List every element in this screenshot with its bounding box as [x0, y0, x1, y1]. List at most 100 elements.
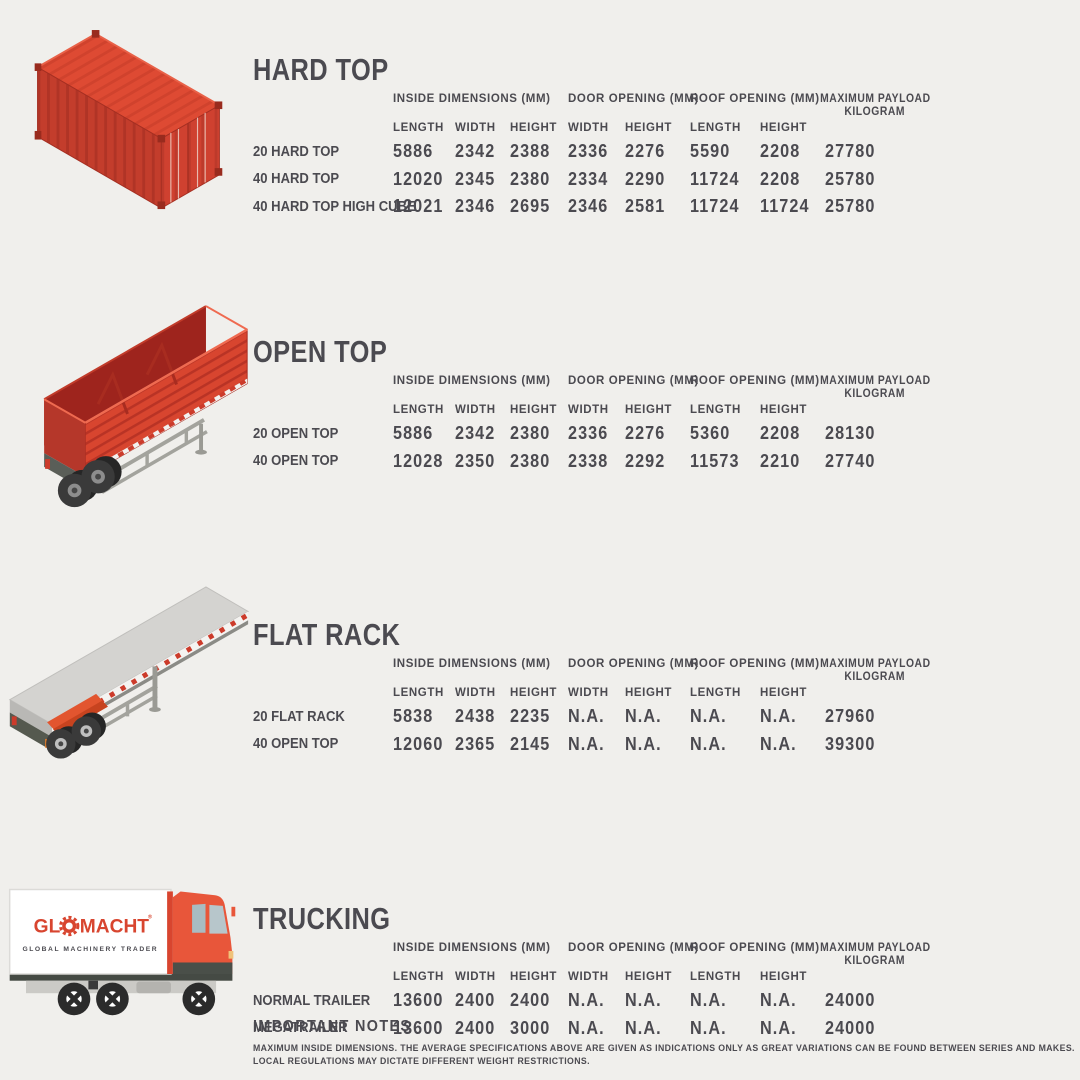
- col-sub-height: HEIGHT: [510, 970, 558, 983]
- value-cell: 2336: [568, 423, 609, 444]
- value-cell: 2208: [760, 141, 801, 162]
- value-cell: 5886: [393, 423, 434, 444]
- col-sub-width: WIDTH: [568, 686, 609, 699]
- value-cell: 2145: [510, 733, 551, 754]
- col-sub-height: HEIGHT: [625, 970, 673, 983]
- col-sub-length: LENGTH: [393, 970, 444, 983]
- col-group-roof-opening: ROOF OPENING (MM): [690, 658, 820, 670]
- trucking-illustration: GL MACHT ® GLOBAL MACHINERY TRADER: [2, 878, 242, 1027]
- value-cell: 2334: [568, 168, 609, 189]
- col-sub-length: LENGTH: [393, 686, 444, 699]
- value-cell: N.A.: [625, 706, 662, 727]
- col-sub-height: HEIGHT: [510, 121, 558, 134]
- value-cell: 2380: [510, 450, 551, 471]
- col-sub-width: WIDTH: [568, 403, 609, 416]
- notes-line: MAXIMUM INSIDE DIMENSIONS. THE AVERAGE S…: [253, 1043, 1075, 1053]
- value-cell: 11724: [690, 196, 740, 217]
- open-top-illustration: [0, 298, 255, 529]
- value-cell: N.A.: [690, 1017, 727, 1038]
- flat-rack-illustration: [0, 582, 255, 793]
- value-cell: 2346: [568, 196, 609, 217]
- important-notes: IMPORTANT NOTES MAXIMUM INSIDE DIMENSION…: [253, 1018, 1075, 1068]
- value-cell: 2400: [455, 1017, 496, 1038]
- box-truck-icon: GL MACHT ® GLOBAL MACHINERY TRADER: [8, 888, 236, 1016]
- value-cell: 12028: [393, 450, 444, 471]
- value-cell: 5360: [690, 423, 731, 444]
- row-label: 40 OPEN TOP: [253, 736, 339, 753]
- value-cell: 28130: [825, 423, 876, 444]
- col-sub-width: WIDTH: [455, 403, 496, 416]
- spec-grid: INSIDE DIMENSIONS (MM) DOOR OPENING (MM) R…: [253, 91, 931, 221]
- logo-tagline: GLOBAL MACHINERY TRADER: [23, 946, 159, 953]
- value-cell: 2350: [455, 450, 496, 471]
- value-cell: N.A.: [690, 990, 727, 1011]
- value-cell: 3000: [510, 1017, 551, 1038]
- col-sub-length: LENGTH: [393, 121, 444, 134]
- value-cell: 2208: [760, 423, 801, 444]
- value-cell: 2290: [625, 168, 666, 189]
- value-cell: N.A.: [568, 1017, 605, 1038]
- value-cell: 2695: [510, 196, 551, 217]
- col-group-inside-dimensions: INSIDE DIMENSIONS (MM): [393, 658, 551, 670]
- value-cell: 39300: [825, 733, 876, 754]
- value-cell: 2388: [510, 141, 551, 162]
- col-group-roof-opening: ROOF OPENING (MM): [690, 375, 820, 387]
- truck-wheels: [57, 982, 216, 1016]
- spec-grid: INSIDE DIMENSIONS (MM) DOOR OPENING (MM) R…: [253, 373, 930, 475]
- col-sub-height: HEIGHT: [760, 403, 808, 416]
- col-group-door-opening: DOOR OPENING (MM): [568, 658, 699, 670]
- truck-cab: [167, 891, 236, 974]
- value-cell: 5590: [690, 141, 731, 162]
- col-sub-height: HEIGHT: [625, 403, 673, 416]
- value-cell: 2336: [568, 141, 609, 162]
- trailer-wheels: [57, 456, 122, 508]
- value-cell: N.A.: [568, 990, 605, 1011]
- col-sub-height: HEIGHT: [510, 686, 558, 699]
- value-cell: N.A.: [760, 1017, 797, 1038]
- section-title: HARD TOP: [253, 52, 389, 87]
- col-sub-width: WIDTH: [455, 121, 496, 134]
- col-group-roof-opening: ROOF OPENING (MM): [690, 93, 820, 105]
- value-cell: 2208: [760, 168, 801, 189]
- header-spacer: [253, 656, 393, 682]
- col-sub-length: LENGTH: [690, 970, 741, 983]
- value-cell: 11724: [760, 196, 810, 217]
- logo-prefix: GL: [34, 917, 61, 938]
- col-group-max-payload: MAXIMUM PAYLOAD KILOGRAM: [819, 93, 931, 118]
- value-cell: 2345: [455, 168, 496, 189]
- section-title: OPEN TOP: [253, 334, 388, 369]
- chassis-rails: [95, 666, 161, 733]
- value-cell: 27740: [825, 450, 876, 471]
- value-cell: 5886: [393, 141, 434, 162]
- glomacht-logo: GL MACHT ® GLOBAL MACHINERY TRADER: [23, 913, 159, 953]
- col-group-door-opening: DOOR OPENING (MM): [568, 942, 699, 954]
- row-label: 40 HARD TOP HIGH CUBE: [253, 198, 416, 215]
- col-group-inside-dimensions: INSIDE DIMENSIONS (MM): [393, 93, 551, 105]
- value-cell: N.A.: [760, 990, 797, 1011]
- spec-grid: INSIDE DIMENSIONS (MM) DOOR OPENING (MM) R…: [253, 656, 930, 758]
- value-cell: 24000: [825, 1017, 876, 1038]
- value-cell: 2276: [625, 423, 666, 444]
- hard-top-illustration: [28, 8, 228, 218]
- value-cell: N.A.: [690, 706, 727, 727]
- value-cell: 2338: [568, 450, 609, 471]
- col-sub-width: WIDTH: [568, 121, 609, 134]
- gear-icon: [59, 915, 80, 937]
- value-cell: 2380: [510, 168, 551, 189]
- value-cell: 25780: [825, 196, 876, 217]
- notes-title: IMPORTANT NOTES: [253, 1018, 412, 1035]
- col-group-door-opening: DOOR OPENING (MM): [568, 375, 699, 387]
- col-sub-length: LENGTH: [690, 686, 741, 699]
- value-cell: N.A.: [625, 733, 662, 754]
- spec-grid: INSIDE DIMENSIONS (MM) DOOR OPENING (MM) R…: [253, 940, 930, 1042]
- row-label: 40 OPEN TOP: [253, 453, 339, 470]
- truck-box: [8, 888, 172, 975]
- red-container-icon: [34, 30, 223, 210]
- value-cell: N.A.: [760, 733, 797, 754]
- value-cell: N.A.: [690, 733, 727, 754]
- col-group-door-opening: DOOR OPENING (MM): [568, 93, 699, 105]
- value-cell: 2342: [455, 141, 496, 162]
- value-cell: 2581: [625, 196, 666, 217]
- logo-trademark: ®: [148, 913, 153, 920]
